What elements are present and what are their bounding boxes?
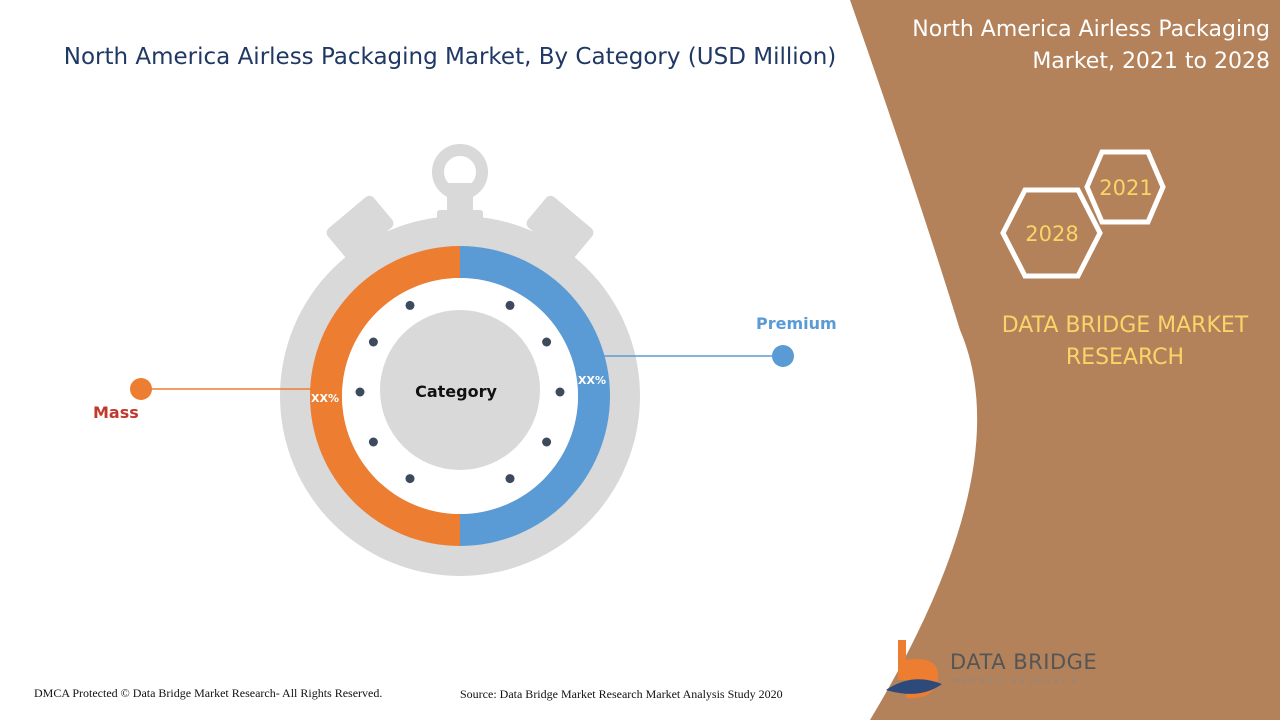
chart-slices (310, 246, 610, 546)
year-hexagons: 2021 2028 (1000, 149, 1166, 279)
logo-subtitle: MARKET RESEARCH (952, 677, 1081, 685)
center-label: Category (415, 382, 497, 401)
mass-value-label: XX% (311, 392, 339, 405)
data-bridge-logo-icon (886, 640, 942, 699)
logo-name: DATA BRIDGE (950, 650, 1098, 674)
side-title-line2: Market, 2021 to 2028 (1032, 49, 1270, 74)
chart-title: North America Airless Packaging Market, … (63, 44, 837, 70)
brand-name: DATA BRIDGE MARKET RESEARCH (980, 310, 1270, 374)
year-start: 2021 (1099, 176, 1152, 200)
dial-tick (405, 474, 415, 484)
side-panel-title: North America Airless Packaging Market, … (890, 14, 1270, 78)
dial-tick (355, 387, 365, 397)
hexagon-2021 (1084, 149, 1166, 225)
dial-ticks (355, 300, 565, 484)
dial-tick (555, 387, 565, 397)
slice-mass (310, 246, 460, 546)
dial-tick (505, 474, 515, 484)
side-title-line1: North America Airless Packaging (912, 17, 1270, 42)
brand-line1: DATA BRIDGE MARKET (1001, 313, 1249, 338)
dial-tick (542, 437, 552, 447)
center-disc (380, 310, 540, 470)
brand-line2: RESEARCH (1065, 345, 1185, 370)
premium-leader-dot (772, 345, 794, 367)
dial-tick (405, 300, 415, 310)
source-text: Source: Data Bridge Market Research Mark… (460, 687, 783, 701)
dial-tick (505, 300, 515, 310)
dial-tick (542, 337, 552, 347)
year-end: 2028 (1025, 222, 1078, 246)
dial-tick (368, 337, 378, 347)
premium-legend-label: Premium (756, 314, 837, 333)
mass-leader-dot (130, 378, 152, 400)
copyright-text: DMCA Protected © Data Bridge Market Rese… (34, 686, 383, 700)
dial-tick (368, 437, 378, 447)
premium-value-label: XX% (578, 374, 606, 387)
hexagon-2028 (1000, 187, 1103, 279)
side-panel-background (850, 0, 1280, 720)
mass-legend-label: Mass (93, 403, 139, 422)
slice-premium (460, 246, 610, 546)
